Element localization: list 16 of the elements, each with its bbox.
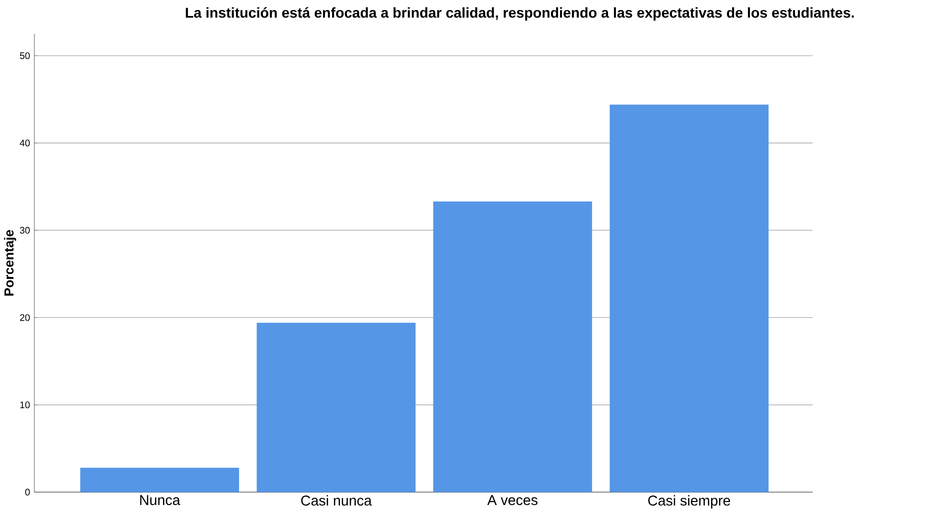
y-axis-title: Porcentaje bbox=[4, 230, 16, 296]
y-tick-label: 40 bbox=[20, 140, 30, 146]
x-tick-label: A veces bbox=[487, 495, 538, 506]
chart-title: La institución está enfocada a brindar calidad, respondiendo a las expectativas de los estudiantes. bbox=[186, 7, 854, 21]
y-tick-label: 30 bbox=[20, 226, 30, 234]
bar bbox=[80, 468, 240, 492]
y-tick-label: 0 bbox=[25, 488, 30, 496]
y-tick-label: 20 bbox=[20, 314, 30, 321]
x-tick-label: Casi siempre bbox=[648, 495, 730, 508]
bar bbox=[433, 202, 592, 492]
bar bbox=[610, 104, 769, 492]
bar bbox=[256, 322, 416, 492]
x-tick-label: Casi nunca bbox=[301, 495, 372, 506]
y-tick-label: 50 bbox=[20, 52, 30, 60]
x-tick-label: Nunca bbox=[140, 495, 180, 506]
y-tick-label: 10 bbox=[20, 402, 30, 408]
